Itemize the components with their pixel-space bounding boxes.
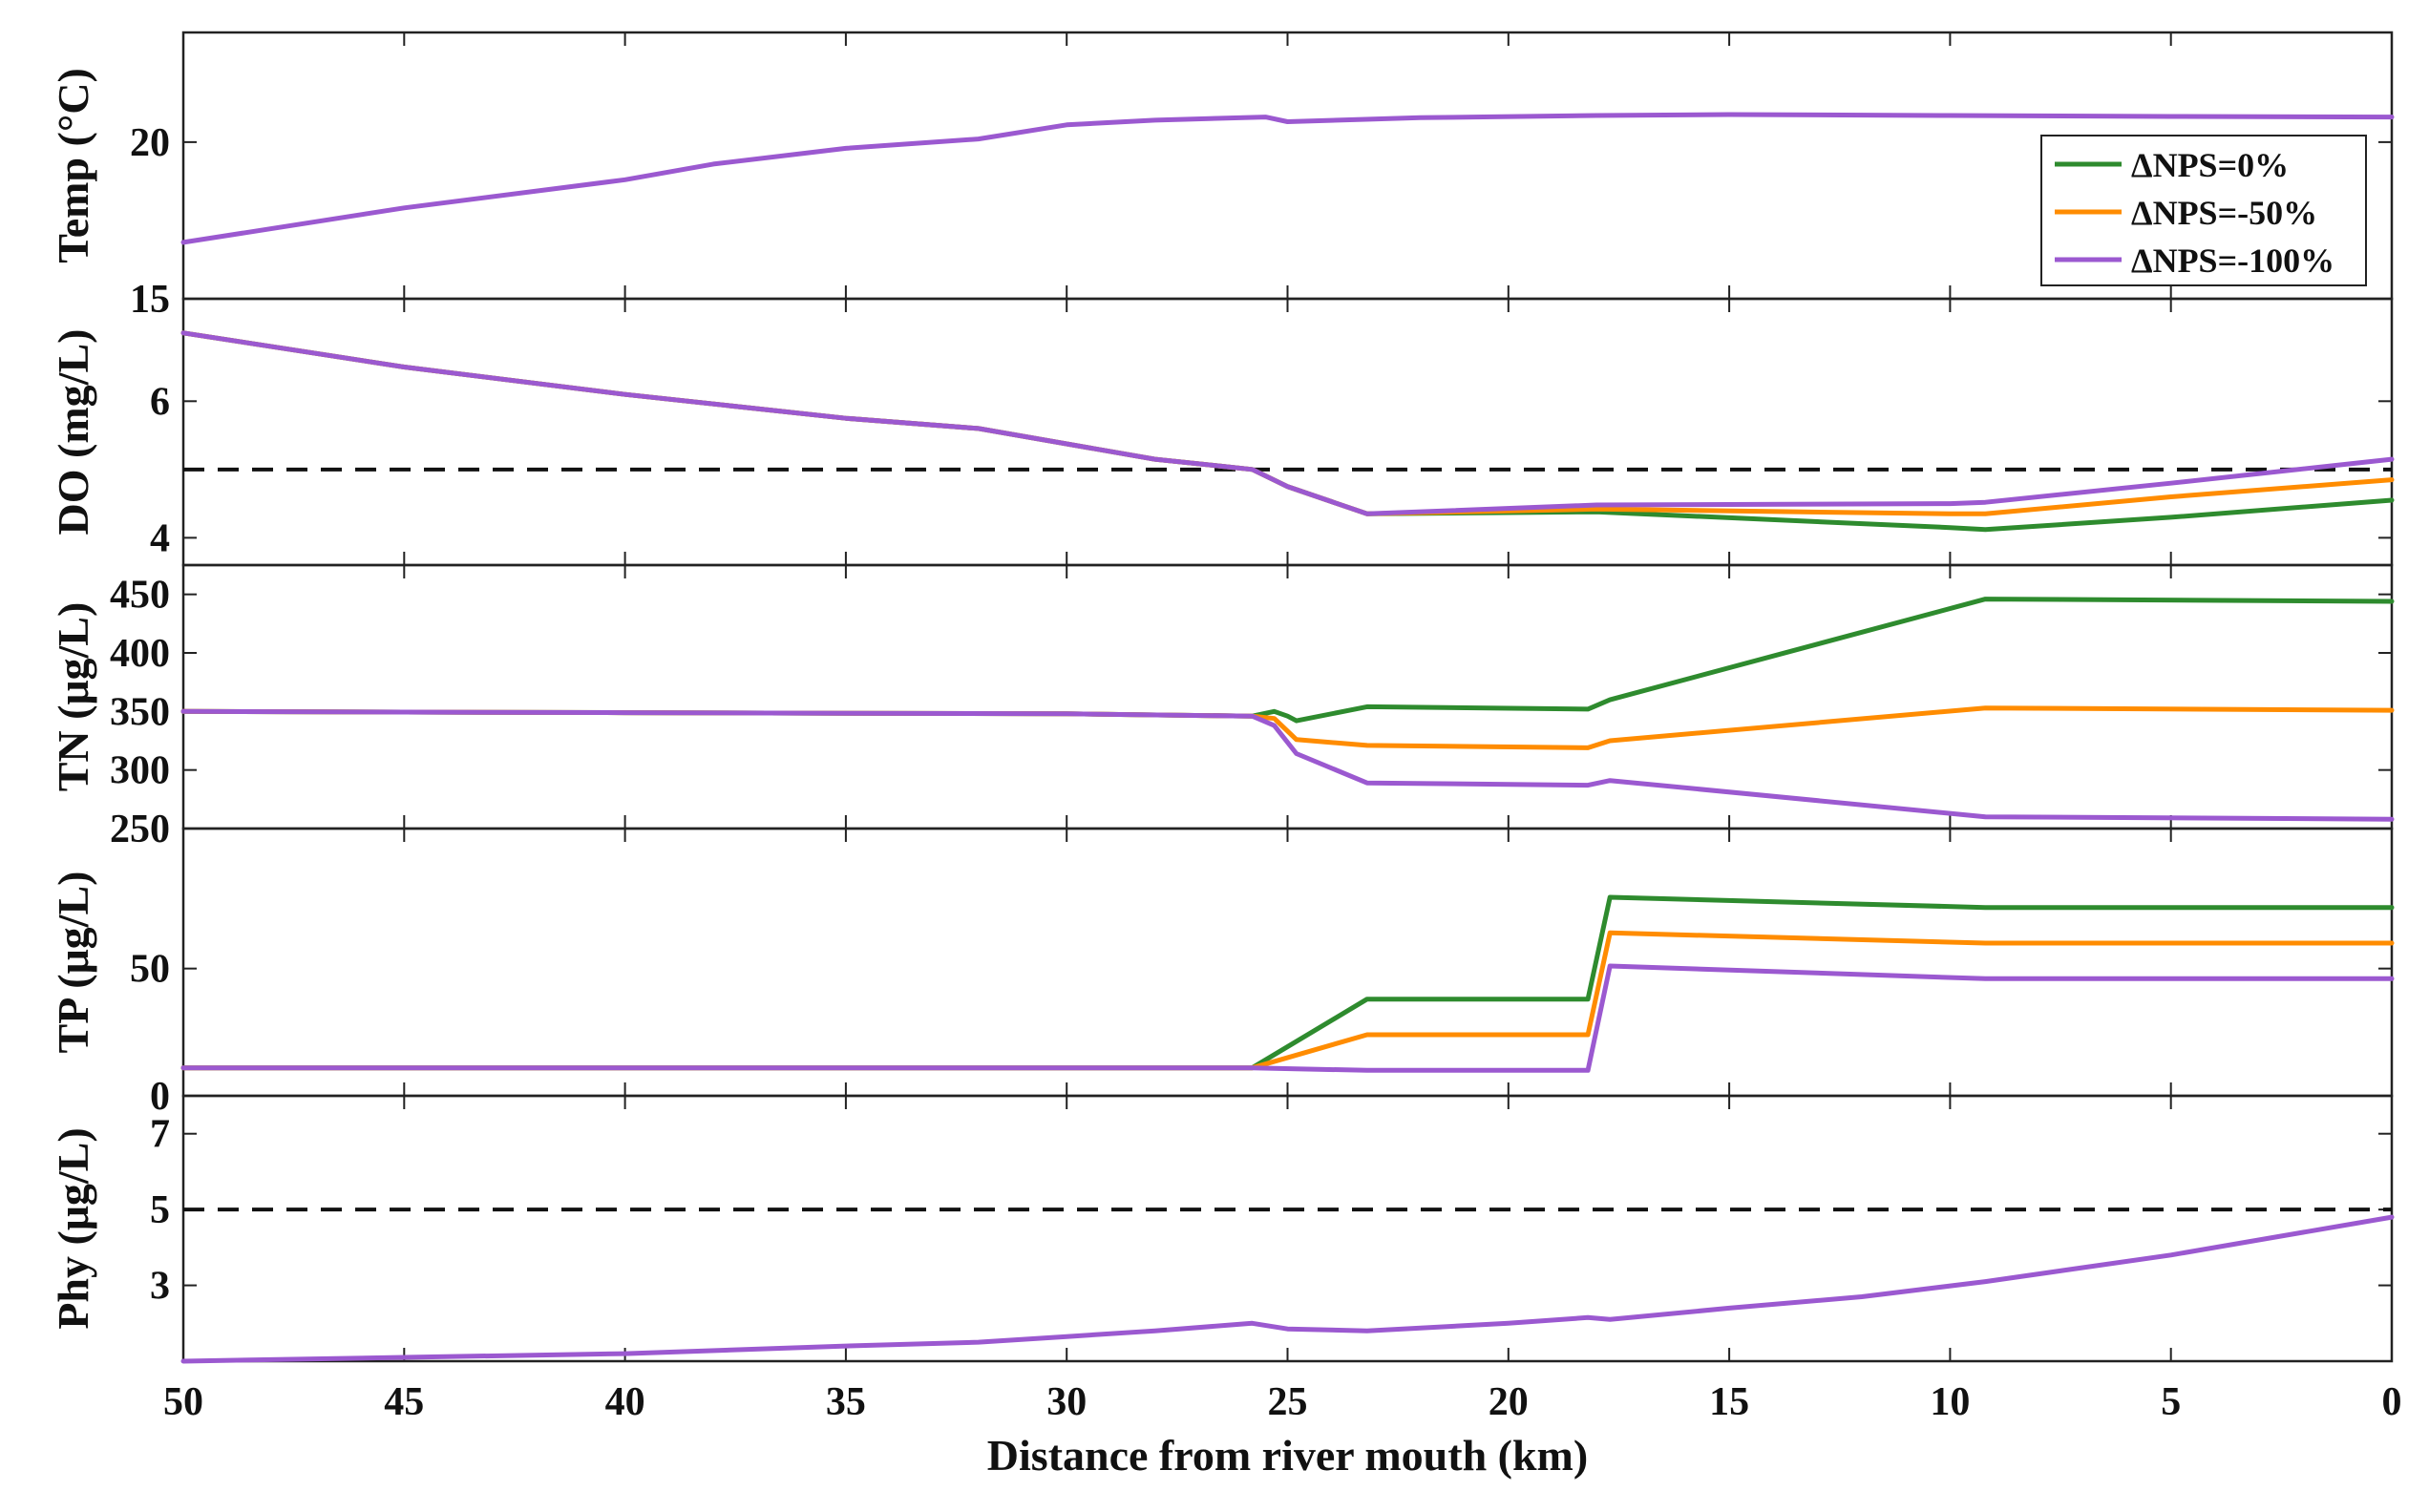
x-tick-label: 10 <box>1930 1380 1970 1424</box>
y-axis-label: TN (μg/L) <box>49 602 97 792</box>
y-tick-label: 300 <box>110 749 170 793</box>
series-line-do-minus100pct <box>180 330 2395 516</box>
x-tick-label: 30 <box>1046 1380 1087 1424</box>
y-tick-label: 250 <box>110 808 170 851</box>
y-axis-label: DO (mg/L) <box>49 329 97 536</box>
panel-tp: 0 50 TP (μg/L) <box>49 827 2395 1119</box>
y-tick-label: 4 <box>150 516 170 560</box>
legend-label: ΔNPS=-100% <box>2131 242 2334 280</box>
legend-label: ΔNPS=0% <box>2131 146 2289 184</box>
series-line-tp-0pct <box>180 894 2395 1071</box>
y-tick-label: 5 <box>150 1188 170 1232</box>
y-tick-label: 6 <box>150 380 170 424</box>
y-tick-label: 15 <box>130 278 170 322</box>
series-line-tn-minus100pct <box>180 708 2395 822</box>
panel-phy: 3 5 7 Phy (μg/L) <box>49 1094 2395 1364</box>
x-tick-label: 40 <box>605 1380 645 1424</box>
x-tick-label: 0 <box>2382 1380 2402 1424</box>
x-tick-label: 20 <box>1489 1380 1529 1424</box>
y-tick-label: 350 <box>110 690 170 734</box>
panel-frame <box>181 563 2394 830</box>
x-tick-label: 15 <box>1709 1380 1749 1424</box>
series-line-phy-minus100pct <box>180 1214 2395 1364</box>
panel-frame <box>181 1094 2394 1363</box>
series-line-temp-minus100pct <box>180 112 2395 245</box>
series-line-do-0pct <box>180 330 2395 533</box>
y-axis-label: Temp (°C) <box>49 68 97 263</box>
y-tick-label: 50 <box>130 948 170 992</box>
y-tick-label: 20 <box>130 121 170 165</box>
legend-label: ΔNPS=-50% <box>2131 194 2317 232</box>
panel-temp: 15 20 Temp (°C) <box>49 31 2395 322</box>
x-tick-label: 25 <box>1268 1380 1308 1424</box>
panel-tn: 250 300 350 400 450 TN (μg/L) <box>49 563 2395 851</box>
y-tick-label: 3 <box>150 1265 170 1309</box>
y-tick-label: 450 <box>110 574 170 618</box>
x-tick-label: 45 <box>384 1380 424 1424</box>
x-axis-label: Distance from river mouth (km) <box>987 1431 1588 1480</box>
series-line-tp-minus100pct <box>180 963 2395 1073</box>
series-line-tn-0pct <box>180 597 2395 724</box>
y-tick-label: 400 <box>110 632 170 676</box>
y-axis-label: TP (μg/L) <box>49 872 97 1054</box>
y-axis-label: Phy (μg/L) <box>49 1127 97 1329</box>
y-tick-label: 7 <box>150 1113 170 1157</box>
panel-do: 4 6 DO (mg/L) <box>49 297 2395 567</box>
x-tick-label: 50 <box>163 1380 203 1424</box>
x-tick-label: 5 <box>2161 1380 2181 1424</box>
legend: ΔNPS=0% ΔNPS=-50% ΔNPS=-100% <box>2040 135 2367 286</box>
y-tick-label: 0 <box>150 1075 170 1119</box>
x-tick-label: 35 <box>826 1380 866 1424</box>
